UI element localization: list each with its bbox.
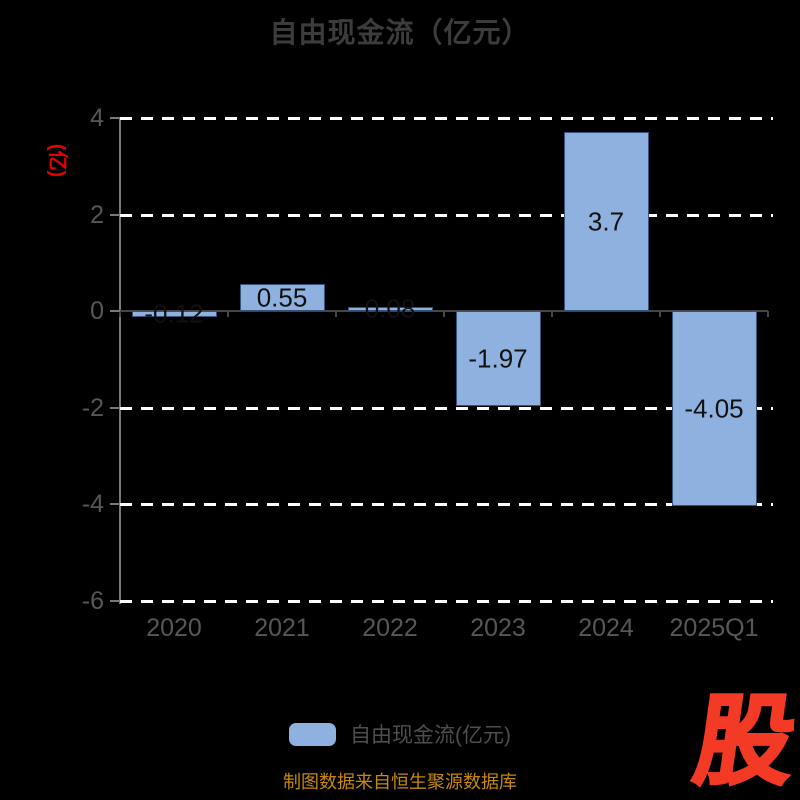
y-tick-label: -2 — [81, 393, 104, 422]
y-tick-label: 4 — [90, 104, 104, 132]
y-tick-mark — [110, 599, 120, 602]
y-tick-label: -6 — [81, 586, 104, 615]
legend-label: 自由现金流(亿元) — [350, 724, 511, 747]
brand-logo: 股 — [687, 685, 800, 798]
y-tick-mark — [110, 503, 120, 505]
y-tick-mark — [110, 117, 120, 119]
bar-2023[interactable] — [455, 311, 541, 407]
gridline — [120, 406, 773, 410]
bar-value-label: -0.12 — [144, 298, 204, 329]
bar-value-label: 0.55 — [256, 282, 308, 313]
bar-value-label: 3.7 — [587, 206, 625, 237]
legend[interactable]: 自由现金流(亿元) — [0, 719, 800, 749]
bar-value-label: 0.08 — [364, 293, 416, 324]
category-tick-mark — [551, 311, 553, 317]
data-source-note: 制图数据来自恒生聚源数据库 — [283, 772, 517, 792]
legend-swatch — [289, 722, 336, 746]
bar-2025Q1[interactable] — [671, 311, 757, 507]
category-tick-mark — [227, 311, 229, 317]
category-tick-mark — [767, 311, 769, 317]
x-tick-label-2022: 2022 — [362, 614, 418, 642]
bar-2020[interactable] — [131, 311, 217, 317]
chart-title: 自由现金流（亿元） — [269, 17, 531, 48]
x-tick-label-2024: 2024 — [578, 614, 634, 642]
x-tick-label-2025Q1: 2025Q1 — [669, 614, 759, 642]
x-tick-label-2023: 2023 — [470, 614, 526, 642]
bar-2021[interactable] — [239, 284, 325, 311]
y-tick-label: 0 — [90, 297, 104, 325]
bar-2022[interactable] — [347, 307, 433, 311]
y-axis-unit-label: (亿) — [46, 143, 69, 177]
bar-2024[interactable] — [563, 132, 649, 311]
bar-value-label: -1.97 — [468, 343, 528, 374]
category-tick-mark — [335, 311, 337, 317]
category-tick-mark — [119, 311, 121, 317]
y-axis-line — [119, 118, 121, 604]
y-tick-mark — [110, 213, 120, 216]
gridline — [120, 599, 773, 603]
y-tick-mark — [110, 310, 120, 312]
y-tick-label: 2 — [90, 200, 104, 229]
category-tick-mark — [659, 311, 661, 317]
x-tick-label-2021: 2021 — [254, 614, 310, 642]
gridline — [120, 213, 773, 217]
gridline — [120, 117, 773, 120]
y-tick-label: -4 — [81, 490, 104, 518]
x-tick-label-2020: 2020 — [146, 614, 202, 642]
gridline — [120, 503, 773, 506]
bar-value-label: -4.05 — [684, 393, 744, 424]
y-tick-mark — [110, 406, 120, 409]
category-tick-mark — [443, 311, 445, 317]
